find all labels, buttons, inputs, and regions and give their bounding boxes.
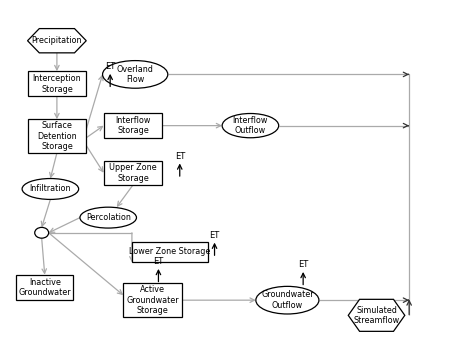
Text: Infiltration: Infiltration: [29, 185, 71, 193]
Text: Overland
Flow: Overland Flow: [117, 65, 154, 84]
Text: Percolation: Percolation: [86, 213, 130, 222]
Text: ET: ET: [298, 260, 308, 269]
Ellipse shape: [222, 113, 279, 138]
Text: Groundwater
Outflow: Groundwater Outflow: [261, 291, 313, 310]
Text: Surface
Detention
Storage: Surface Detention Storage: [37, 121, 77, 151]
Text: ET: ET: [105, 62, 116, 71]
Text: ET: ET: [153, 257, 164, 266]
Ellipse shape: [102, 61, 168, 88]
Text: Precipitation: Precipitation: [32, 36, 82, 45]
FancyBboxPatch shape: [16, 275, 73, 300]
FancyBboxPatch shape: [28, 119, 86, 153]
FancyBboxPatch shape: [123, 283, 182, 317]
Text: Active
Groundwater
Storage: Active Groundwater Storage: [126, 285, 179, 315]
Text: Lower Zone Storage: Lower Zone Storage: [129, 247, 211, 257]
Text: Interflow
Storage: Interflow Storage: [116, 116, 151, 135]
Text: Inactive
Groundwater: Inactive Groundwater: [19, 278, 71, 297]
FancyBboxPatch shape: [28, 71, 86, 97]
Text: Interception
Storage: Interception Storage: [33, 74, 81, 94]
Ellipse shape: [80, 207, 136, 228]
Text: Interflow
Outflow: Interflow Outflow: [233, 116, 268, 135]
FancyBboxPatch shape: [132, 241, 208, 263]
Text: Upper Zone
Storage: Upper Zone Storage: [109, 163, 157, 183]
FancyBboxPatch shape: [104, 113, 162, 138]
Ellipse shape: [256, 286, 319, 314]
Text: ET: ET: [174, 152, 185, 161]
Text: Simulated
Streamflow: Simulated Streamflow: [353, 306, 400, 325]
Polygon shape: [28, 28, 86, 53]
FancyBboxPatch shape: [104, 161, 162, 185]
Text: ET: ET: [209, 231, 220, 240]
Ellipse shape: [22, 179, 79, 199]
Polygon shape: [348, 299, 405, 331]
Circle shape: [35, 227, 48, 238]
